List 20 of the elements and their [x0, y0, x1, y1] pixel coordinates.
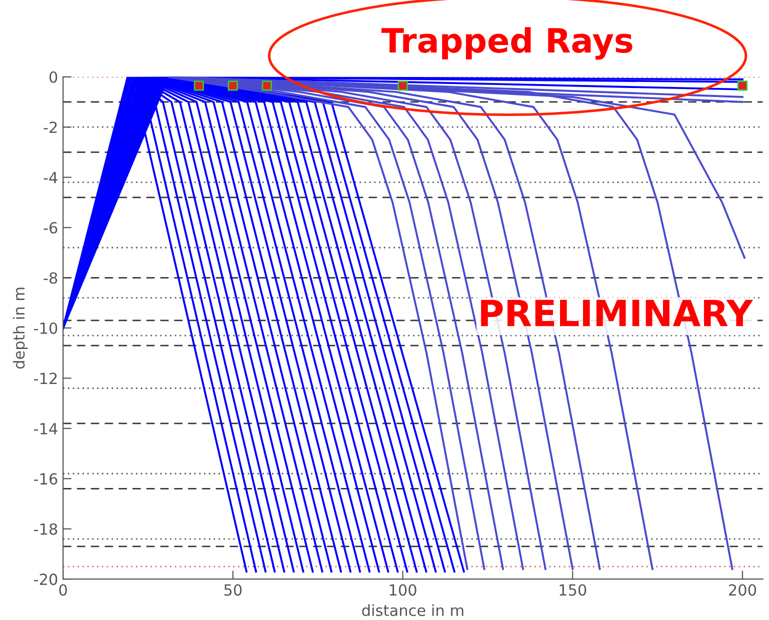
y-tick-label: -20: [34, 574, 58, 586]
x-tick-label: 200: [729, 584, 756, 596]
x-tick-label: 150: [560, 584, 586, 596]
x-tick-label: 0: [59, 584, 67, 596]
y-axis-title: depth in m: [12, 288, 28, 369]
annotation: PRELIMINARY: [481, 300, 754, 326]
x-tick-label: 50: [224, 584, 242, 596]
x-tick-label: 100: [390, 584, 416, 596]
y-tick-label: -8: [44, 272, 58, 284]
x-axis-title: distance in m: [362, 604, 464, 616]
y-tick-label: -12: [34, 372, 57, 384]
y-tick-label: -18: [34, 523, 58, 535]
y-tick-label: 0: [49, 71, 58, 83]
text: Trapped Rays: [381, 27, 632, 60]
y-tick-label: -2: [44, 122, 57, 133]
y-tick-label: -16: [34, 473, 58, 485]
y-tick-label: -4: [44, 172, 58, 184]
y-tick-label: -10: [34, 322, 58, 334]
y-tick-label: -14: [34, 423, 58, 434]
y-tick-label: -6: [44, 222, 58, 234]
